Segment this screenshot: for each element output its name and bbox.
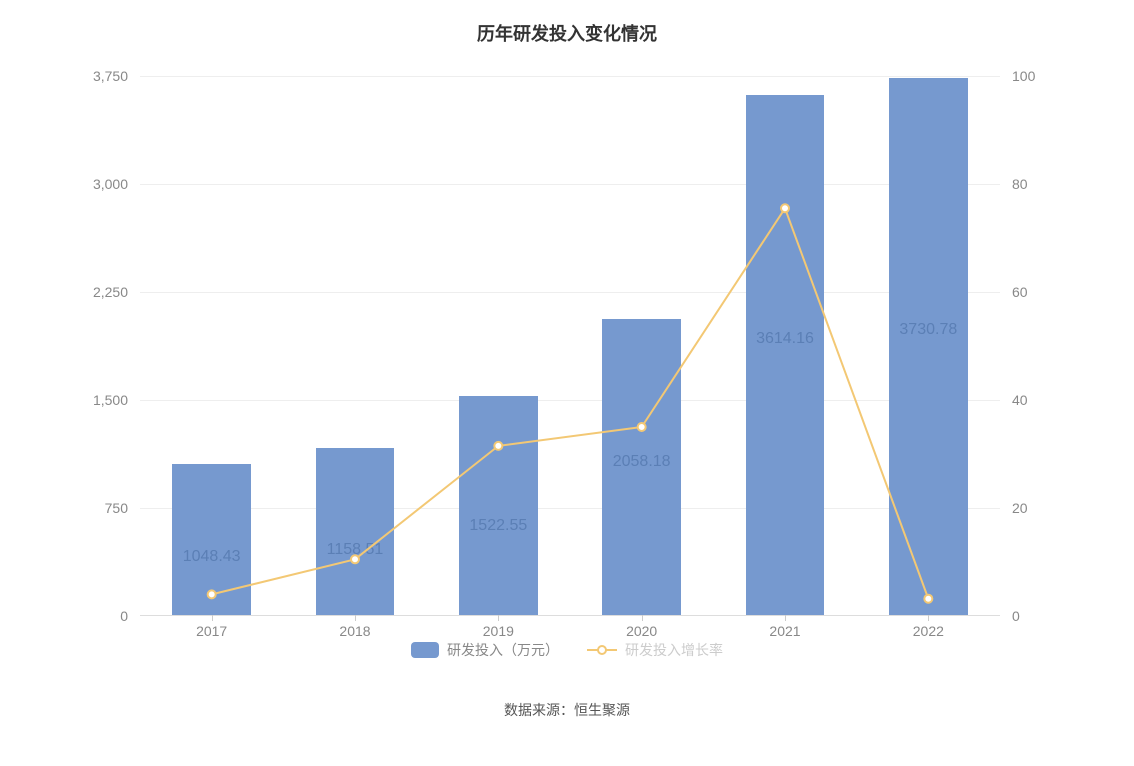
x-axis-label: 2019 [483,623,514,639]
chart-title: 历年研发投入变化情况 [50,20,1084,46]
y-left-tick-label: 750 [105,500,128,516]
y-left-tick-label: 2,250 [93,284,128,300]
legend-item[interactable]: 研发投入（万元） [411,640,559,660]
y-left-tick-label: 0 [120,608,128,624]
line-marker [924,595,932,603]
y-right-tick-label: 0 [1012,608,1020,624]
legend-item[interactable]: 研发投入增长率 [587,640,723,660]
line-marker [781,204,789,212]
chart-container: 历年研发投入变化情况 07501,5002,2503,0003,75002040… [0,0,1134,766]
x-axis-label: 2017 [196,623,227,639]
x-axis-label: 2021 [769,623,800,639]
y-right-tick-label: 60 [1012,284,1028,300]
y-left-tick-label: 3,750 [93,68,128,84]
data-source: 数据来源：恒生聚源 [0,700,1134,720]
y-left-tick-label: 3,000 [93,176,128,192]
y-right-tick-label: 20 [1012,500,1028,516]
chart-area: 07501,5002,2503,0003,7500204060801001048… [50,66,1084,626]
plot-area: 07501,5002,2503,0003,7500204060801001048… [140,76,1000,616]
line-series [140,76,1000,616]
y-left-tick-label: 1,500 [93,392,128,408]
y-right-tick-label: 80 [1012,176,1028,192]
y-right-tick-label: 40 [1012,392,1028,408]
line-marker [208,590,216,598]
growth-line [212,208,929,598]
y-right-tick-label: 100 [1012,68,1035,84]
legend: 研发投入（万元） 研发投入增长率 [0,640,1134,661]
line-marker [351,555,359,563]
x-axis-label: 2020 [626,623,657,639]
legend-label: 研发投入（万元） [447,640,559,660]
x-axis-label: 2022 [913,623,944,639]
x-axis-label: 2018 [339,623,370,639]
line-marker [638,423,646,431]
line-marker [494,442,502,450]
legend-label: 研发投入增长率 [625,640,723,660]
legend-bar-icon [411,642,439,658]
legend-line-icon [587,642,617,658]
